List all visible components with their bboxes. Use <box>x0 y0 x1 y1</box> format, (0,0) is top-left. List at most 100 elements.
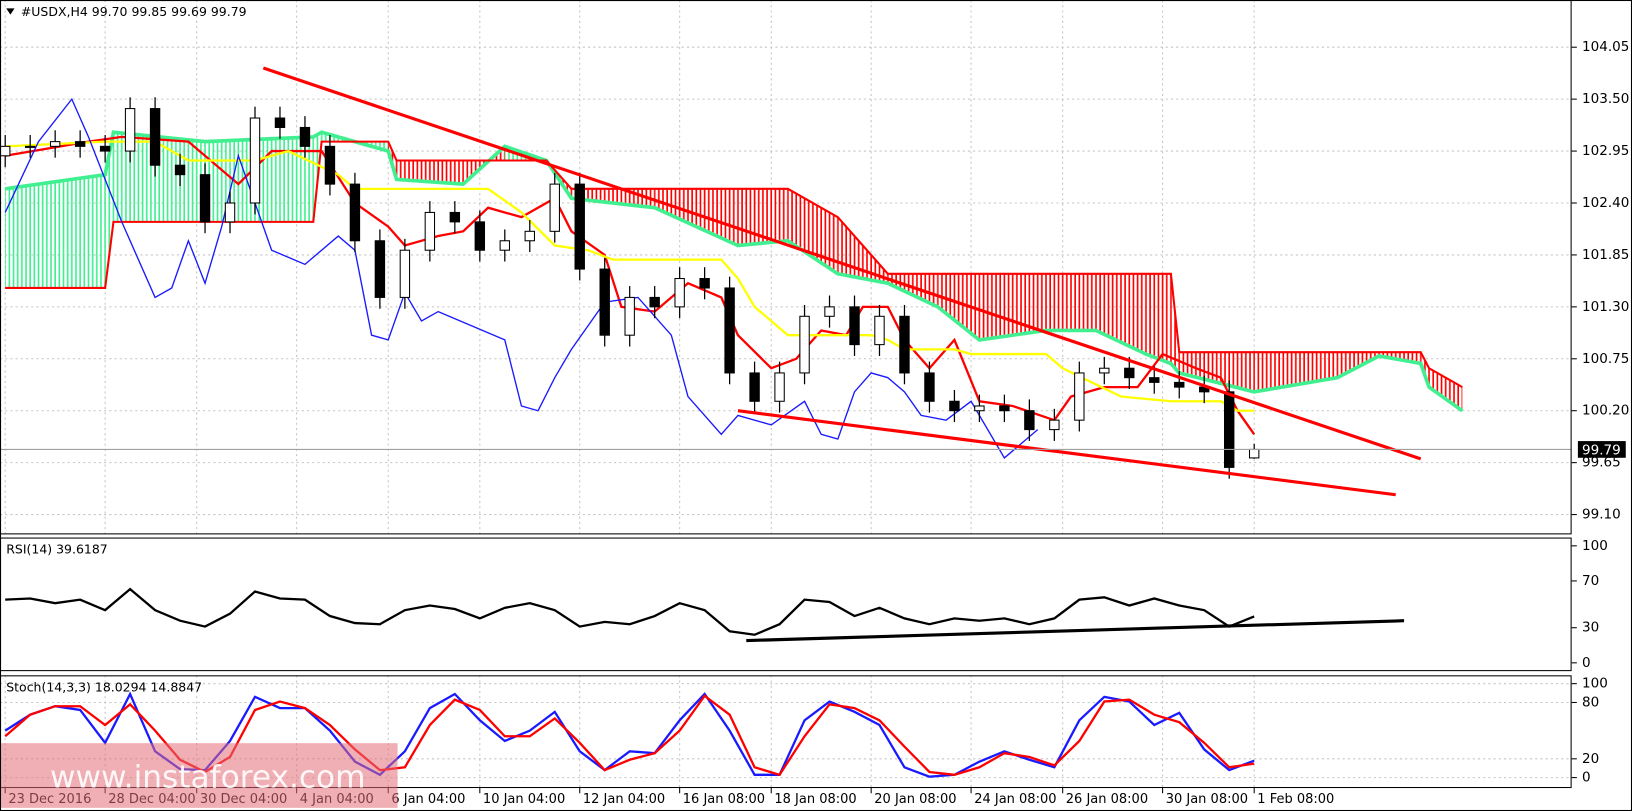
menu-arrow[interactable] <box>6 8 15 15</box>
y-tick-label: 103.50 <box>1582 91 1629 107</box>
pane-title: #USDX,H4 99.70 99.85 99.69 99.79 <box>21 4 247 19</box>
candle-body <box>624 296 635 336</box>
indicator-line <box>5 587 1255 636</box>
candle-body <box>1224 391 1235 468</box>
candle-body <box>674 278 685 308</box>
pane-title: RSI(14) 39.6187 <box>6 542 107 557</box>
cloud-segment <box>113 132 206 222</box>
y-tick-label: 100 <box>1582 538 1608 554</box>
cloud-segment <box>1095 273 1146 355</box>
candle-body <box>149 108 161 166</box>
candle-body <box>1049 419 1060 431</box>
indicator-line <box>4 97 1039 459</box>
y-tick-label: 102.40 <box>1582 195 1629 211</box>
candle-body <box>399 249 411 298</box>
candle-body <box>174 164 186 176</box>
candle-body <box>599 268 610 336</box>
candle-body <box>999 405 1010 412</box>
cloud-segment <box>937 273 980 340</box>
candle-body <box>499 240 511 251</box>
candle-body <box>524 230 535 242</box>
cloud-segment <box>396 160 464 185</box>
candle-body <box>74 141 86 147</box>
watermark: www.instaforex.com <box>50 760 366 796</box>
y-tick-label: 100.20 <box>1582 403 1629 419</box>
cloud-span-b <box>5 140 1463 389</box>
cloud-segment <box>979 273 1047 340</box>
candle-body <box>949 400 960 412</box>
cloud-segment <box>1429 368 1463 411</box>
candle-body <box>449 211 461 223</box>
x-tick-label: 16 Jan 08:00 <box>683 792 765 807</box>
pane-plot <box>0 66 1572 497</box>
candle-body <box>549 183 560 232</box>
cloud-segment <box>654 188 738 246</box>
x-tick-label: 1 Feb 08:00 <box>1257 792 1334 807</box>
candle-body <box>1124 367 1135 379</box>
candle-body <box>24 145 36 148</box>
candle-body <box>774 372 785 402</box>
y-tick-label: 100.75 <box>1582 351 1629 367</box>
y-tick-label: 0 <box>1582 770 1591 786</box>
candle-body <box>224 202 236 223</box>
candle-body <box>749 372 760 402</box>
candle-body <box>1074 372 1085 421</box>
candle-body <box>649 296 660 308</box>
candle-body <box>824 306 835 317</box>
y-tick-label: 99.10 <box>1582 507 1621 523</box>
y-tick-label: 70 <box>1582 573 1599 589</box>
y-tick-label: 100 <box>1582 676 1608 692</box>
candle-body <box>1099 367 1110 374</box>
y-tick-label: 99.65 <box>1582 455 1621 471</box>
candle-body <box>199 174 211 223</box>
y-tick-label: 104.05 <box>1582 39 1629 55</box>
cloud-segment <box>5 174 106 288</box>
x-tick-label: 26 Jan 08:00 <box>1066 792 1148 807</box>
cloud-segment <box>1254 352 1338 392</box>
candle-body <box>874 315 885 346</box>
candle-body <box>474 221 486 251</box>
x-tick-label: 24 Jan 08:00 <box>974 792 1056 807</box>
candle-body <box>99 145 111 152</box>
last-price-label: 99.79 <box>1582 442 1621 458</box>
candle-body <box>1149 377 1160 383</box>
x-tick-label: 30 Jan 08:00 <box>1166 792 1248 807</box>
candle-body <box>299 126 311 147</box>
candle-body <box>724 287 735 374</box>
candle-body <box>424 211 436 251</box>
x-tick-label: 10 Jan 04:00 <box>483 792 565 807</box>
y-tick-label: 0 <box>1582 655 1591 671</box>
y-tick-label: 101.30 <box>1582 299 1629 315</box>
pane-plot <box>5 587 1405 643</box>
y-tick-label: 101.85 <box>1582 247 1629 263</box>
candle-body <box>574 183 585 270</box>
y-tick-label: 102.95 <box>1582 143 1629 159</box>
candle-body <box>799 315 810 374</box>
candle-body <box>274 117 286 128</box>
trend-line <box>746 619 1405 643</box>
last-price-box <box>1577 441 1626 458</box>
y-tick-label: 30 <box>1582 620 1599 636</box>
candle-body <box>849 306 860 346</box>
x-tick-label: 18 Jan 08:00 <box>774 792 856 807</box>
candle-body <box>1248 448 1260 459</box>
cloud-segment <box>1046 273 1096 331</box>
y-tick-label: 20 <box>1582 751 1599 767</box>
cloud-span-a <box>4 130 1464 413</box>
candle-body <box>374 240 386 298</box>
candle-body <box>349 183 361 242</box>
candle-body <box>124 108 136 152</box>
candle-body <box>249 117 261 204</box>
y-tick-label: 80 <box>1582 694 1599 710</box>
candle-body <box>49 141 61 147</box>
x-tick-label: 20 Jan 08:00 <box>874 792 956 807</box>
candle-body <box>1174 381 1185 388</box>
x-tick-label: 6 Jan 04:00 <box>391 792 465 807</box>
cloud-segment <box>1145 273 1171 364</box>
candle-body <box>974 405 985 412</box>
x-tick-label: 12 Jan 04:00 <box>583 792 665 807</box>
